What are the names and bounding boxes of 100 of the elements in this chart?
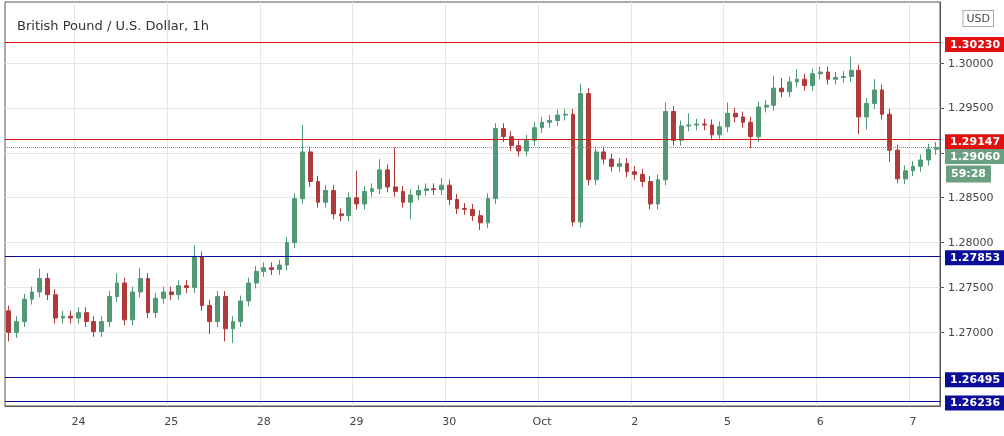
candlestick (470, 203, 475, 222)
candlestick (617, 157, 622, 173)
candlestick (385, 164, 390, 193)
y-tick-label: 1.29500 (948, 101, 994, 115)
candlestick (130, 286, 135, 326)
candlestick (501, 122, 506, 143)
x-tick-label: 24 (71, 415, 86, 428)
candlestick (911, 160, 915, 177)
candlestick (918, 154, 923, 173)
candlestick (864, 97, 869, 130)
candlestick (710, 119, 714, 141)
candlestick (887, 108, 892, 163)
candlestick (331, 184, 336, 220)
candlestick (61, 310, 65, 324)
candlestick (725, 102, 730, 133)
text: USD (966, 12, 991, 25)
candlestick (663, 102, 668, 186)
candlestick (231, 315, 235, 344)
candlestick (53, 288, 58, 324)
text: 59:28 (951, 167, 987, 181)
candlestick (540, 116, 544, 134)
x-tick-label: 29 (349, 415, 364, 428)
candlestick (702, 118, 707, 131)
x-tick-label: 5 (724, 415, 731, 428)
candlestick (99, 315, 104, 338)
candlestick (455, 193, 459, 215)
y-tick-label: 1.27000 (948, 325, 994, 339)
candlestick (215, 290, 220, 328)
candlestick (802, 73, 807, 92)
x-tick-label: 2 (631, 415, 639, 428)
x-tick-label: Oct (532, 415, 553, 428)
x-tick-label: 7 (909, 415, 917, 428)
candlestick (493, 122, 498, 205)
candlestick (14, 315, 19, 339)
candlestick (486, 192, 490, 229)
candlestick (524, 134, 529, 157)
candlestick (254, 265, 259, 289)
candlestick (68, 310, 73, 324)
candlestick (377, 158, 382, 195)
x-tick-label: 30 (442, 415, 457, 428)
candlestick (354, 170, 359, 210)
candlestick (509, 130, 514, 152)
candlestick (571, 108, 575, 227)
candlestick (601, 146, 606, 165)
candlestick (146, 272, 150, 319)
candlestick (22, 293, 27, 328)
candlestick (107, 290, 112, 328)
candlestick (594, 146, 599, 186)
ref-line-label: 1.29060 (950, 149, 1001, 163)
candlestick (200, 251, 204, 312)
candlestick (826, 66, 830, 86)
candlestick (176, 279, 181, 301)
candlestick (439, 177, 444, 196)
candlestick (300, 124, 305, 205)
candlestick (246, 277, 251, 307)
candlestick (771, 75, 776, 112)
candlestick (516, 139, 521, 157)
candlestick (795, 68, 799, 88)
candlestick (339, 207, 344, 222)
candlestick (741, 111, 745, 129)
candlestick (856, 64, 861, 135)
candlestick (648, 175, 653, 210)
candlestick (578, 83, 583, 228)
y-tick-label: 1.27500 (948, 280, 994, 294)
candlestick (45, 272, 50, 301)
candlestick (841, 70, 846, 84)
candlestick (478, 209, 483, 231)
candlestick (679, 120, 684, 147)
candlestick (849, 56, 854, 83)
candlestick (563, 108, 568, 122)
candlestick (316, 175, 320, 209)
candlestick (401, 185, 405, 209)
candlestick (748, 116, 753, 149)
candlestick (192, 244, 197, 294)
candlestick (640, 168, 645, 188)
candlestick (416, 184, 421, 201)
candlestick (671, 105, 676, 147)
candlestick (207, 299, 212, 335)
ref-line-label: 1.26495 (950, 373, 1001, 387)
candlestick (37, 268, 42, 298)
candlestick (787, 76, 792, 98)
candlestick (6, 304, 11, 342)
ref-line-label: 1.26236 (950, 396, 1001, 410)
candlestick (609, 153, 614, 173)
candlestick (91, 315, 96, 338)
x-tick-label: 6 (816, 415, 824, 428)
candlestick (810, 67, 815, 92)
text: British Pound / U.S. Dollar, 1h (17, 18, 209, 33)
y-tick-label: 1.30000 (948, 56, 994, 70)
candlestick (308, 146, 313, 188)
candlestick (138, 267, 143, 298)
candlestick (153, 292, 158, 319)
candlestick (756, 101, 761, 143)
candlestick (532, 121, 537, 147)
candlestick (431, 182, 436, 196)
candlestick (122, 277, 127, 326)
candlestick (926, 143, 931, 166)
candlestick (76, 306, 81, 324)
x-tick-label: 28 (256, 415, 271, 428)
candlestick (895, 144, 900, 184)
